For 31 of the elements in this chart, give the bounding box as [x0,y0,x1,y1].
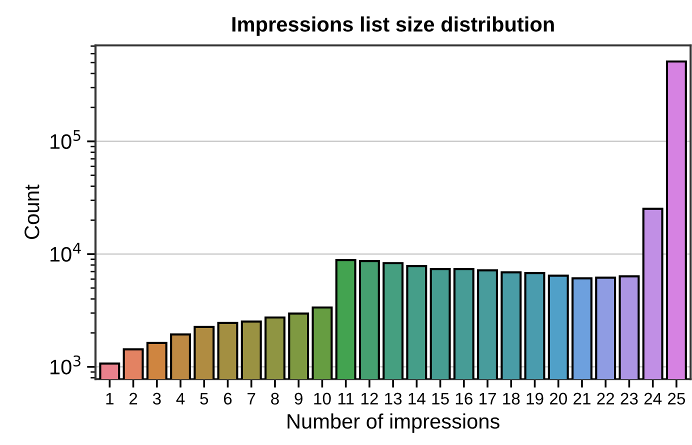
x-tick-label: 21 [574,392,590,404]
x-tick-label: 5 [200,392,208,405]
x-tick-label: 23 [620,392,638,405]
x-tick-label: 22 [597,392,614,404]
y-tick-label: 10$^{3}$ [50,355,80,374]
x-tick-label: 14 [408,392,426,404]
x-tick-label: 17 [480,392,496,404]
x-tick-label: 10 [314,392,331,405]
y-axis-title: Count [24,184,40,239]
x-axis-title: Number of impressions [288,413,500,433]
x-tick-label: 1 [106,392,114,404]
x-tick-label: 8 [271,392,279,405]
x-tick-label: 18 [503,392,520,405]
x-tick-label: 20 [550,392,567,405]
x-tick-label: 19 [526,392,544,405]
x-tick-label: 7 [248,392,256,404]
x-tick-label: 4 [176,392,185,404]
x-tick-label: 15 [432,392,449,405]
y-tick-label: 10$^{5}$ [50,130,80,149]
x-tick-label: 25 [668,392,686,405]
x-tick-label: 6 [224,392,232,405]
x-tick-label: 3 [152,392,161,405]
x-tick-label: 12 [361,392,378,404]
x-tick-label: 11 [338,392,354,404]
x-tick-label: 9 [294,392,302,405]
x-tick-label: 2 [129,392,138,404]
x-tick-label: 24 [644,392,662,404]
x-tick-label: 16 [456,392,472,405]
x-tick-label: 13 [385,392,402,405]
chart-title: Impressions list size distribution [232,16,554,36]
y-tick-label: 10$^{4}$ [50,242,81,262]
